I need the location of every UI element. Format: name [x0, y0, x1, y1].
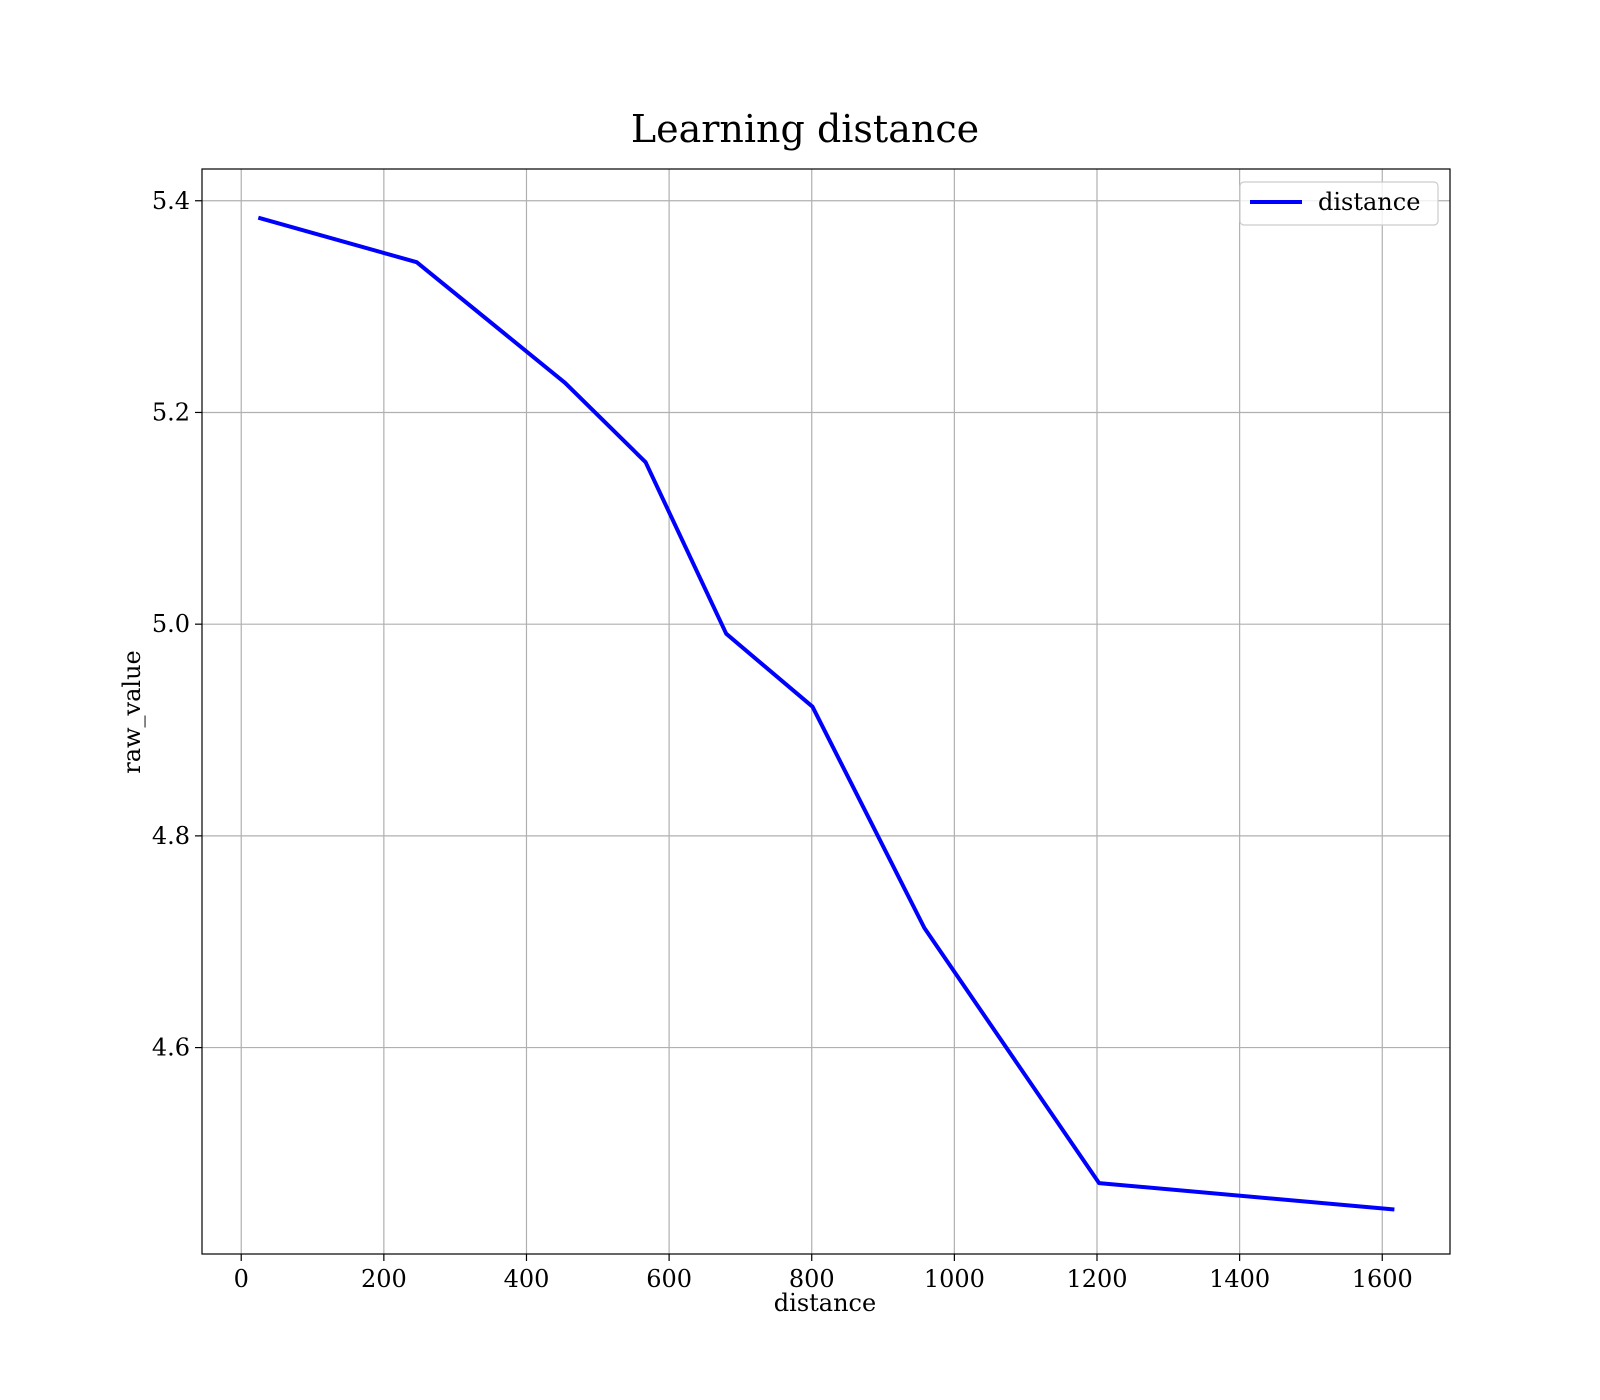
x-tick-label: 800: [789, 1265, 835, 1293]
x-tick-label: 1200: [1066, 1265, 1127, 1293]
x-tick-label: 0: [234, 1265, 249, 1293]
series-line-distance: [257, 215, 1395, 1212]
grid: [202, 169, 1450, 1254]
y-tick-label: 5.4: [152, 187, 190, 215]
x-tick-label: 200: [361, 1265, 407, 1293]
x-tick-label: 600: [646, 1265, 692, 1293]
x-tick-label: 1400: [1209, 1265, 1270, 1293]
legend: distance: [1239, 181, 1439, 226]
x-tick-label: 1600: [1352, 1265, 1413, 1293]
x-tick-label: 400: [504, 1265, 550, 1293]
x-tick-label: 1000: [924, 1265, 985, 1293]
y-tick-label: 5.2: [152, 398, 190, 426]
x-axis-label: distance: [774, 1289, 876, 1317]
axis-ticks: 0 200 400 600 800 1000 1200 1400 1600 4.6 4.8 5.0 5.…: [152, 187, 1413, 1293]
y-tick-label: 5.0: [152, 610, 190, 638]
legend-box: [1239, 181, 1439, 226]
series-layer: [257, 215, 1395, 1212]
y-axis-label: raw_value: [118, 650, 146, 774]
y-tick-label: 4.6: [152, 1034, 190, 1062]
chart-title: Learning distance: [631, 107, 979, 151]
plot-frame: [201, 168, 1451, 1255]
legend-label: distance: [1318, 188, 1420, 216]
y-tick-label: 4.8: [152, 822, 190, 850]
